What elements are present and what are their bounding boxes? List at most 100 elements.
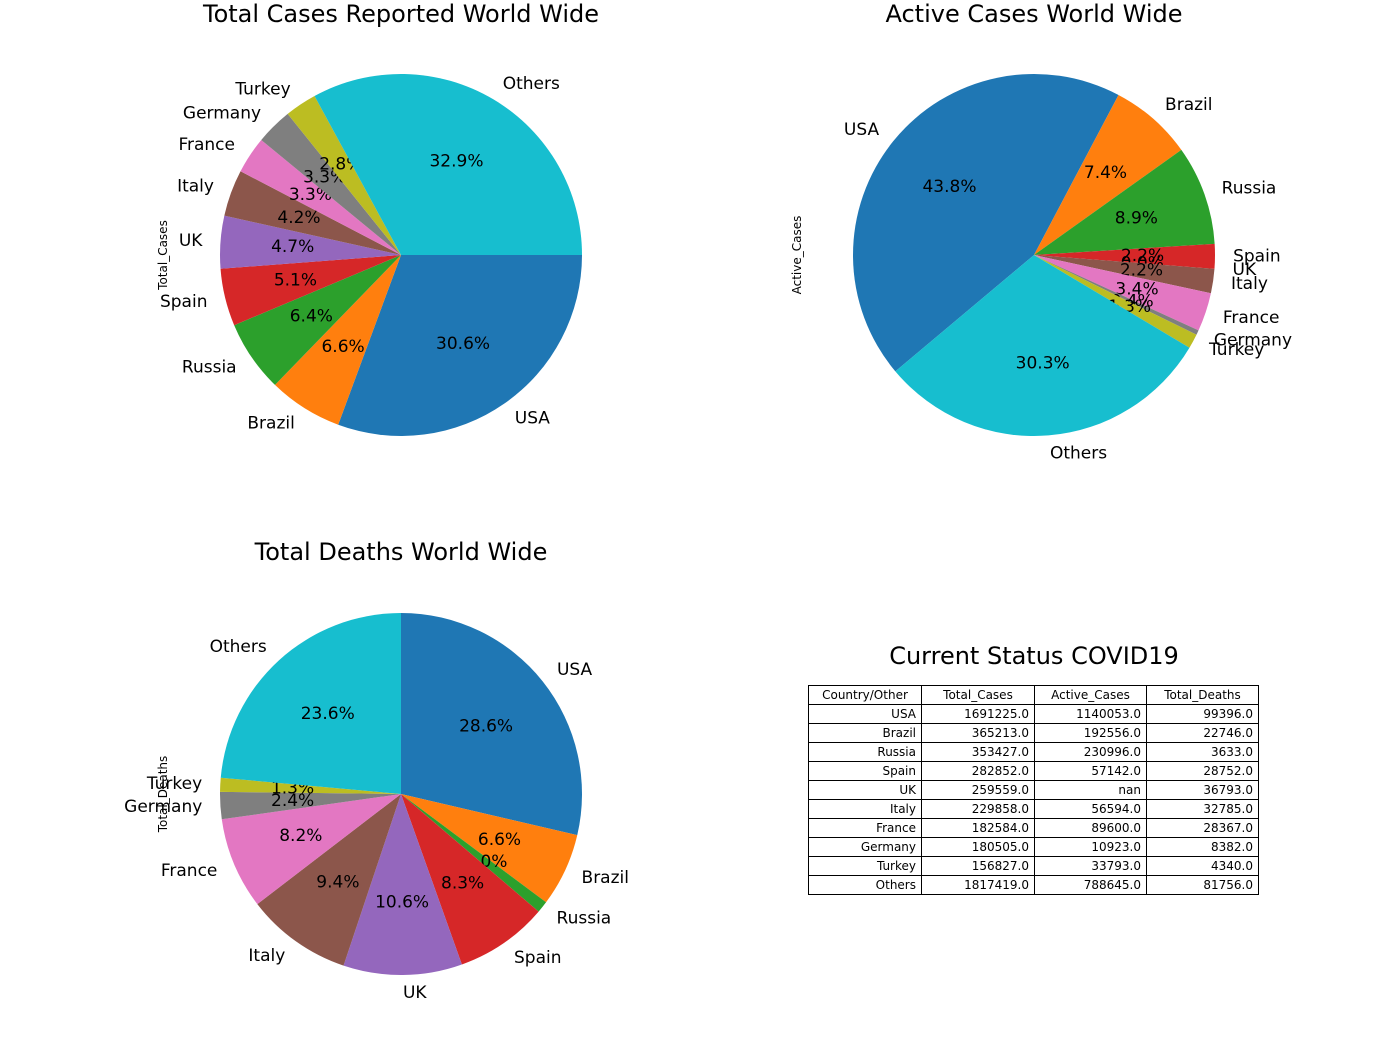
pie-slice-italy: [1034, 255, 1215, 294]
pct-label-russia: 6.4%: [290, 306, 333, 326]
pct-label-spain: 5.1%: [274, 271, 317, 291]
table-cell: 99396.0: [1146, 704, 1259, 724]
slice-label-italy: Italy: [1231, 274, 1268, 294]
pct-label-spain: 8.3%: [441, 873, 484, 893]
table-cell: 1817419.0: [921, 875, 1035, 895]
slice-label-others: Others: [503, 74, 560, 94]
table-cell: 4340.0: [1146, 856, 1259, 876]
status-table: Country/Other Total_Cases Active_Cases T…: [808, 685, 1259, 895]
table-cell: UK: [808, 780, 922, 800]
pct-label-brazil: 6.6%: [478, 830, 521, 850]
table-cell: USA: [808, 704, 922, 724]
table-cell: 57142.0: [1034, 761, 1147, 781]
slice-label-france: France: [161, 861, 218, 881]
slice-label-others: Others: [210, 637, 267, 657]
pct-label-france: 8.2%: [279, 826, 322, 846]
slice-label-spain: Spain: [1233, 246, 1281, 266]
slice-label-spain: Spain: [514, 948, 562, 968]
table-cell: 259559.0: [921, 780, 1035, 800]
pie-slice-france: [240, 139, 401, 255]
pie-slice-germany: [219, 791, 401, 820]
slice-label-usa: USA: [844, 120, 880, 140]
pie-slice-usa: [401, 613, 582, 836]
slice-label-spain: Spain: [160, 292, 208, 312]
table-cell: 28752.0: [1146, 761, 1259, 781]
table-row: Italy 229858.0 56594.0 32785.0: [808, 799, 1259, 819]
column-header: Total_Deaths: [1146, 685, 1259, 705]
pct-label-others: 32.9%: [429, 152, 483, 172]
pie-slice-brazil: [274, 255, 401, 425]
table-cell: 8382.0: [1146, 837, 1259, 857]
pie-slice-uk: [220, 215, 401, 269]
slice-label-germany: Germany: [1214, 330, 1292, 350]
pct-label-usa: 43.8%: [922, 177, 976, 197]
table-cell: 3633.0: [1146, 742, 1259, 762]
table-cell: 156827.0: [921, 856, 1035, 876]
table-cell: 32785.0: [1146, 799, 1259, 819]
table-title: Current Status COVID19: [889, 642, 1179, 670]
table-cell: 22746.0: [1146, 723, 1259, 743]
slice-label-russia: Russia: [1222, 178, 1277, 198]
pie-slice-usa: [338, 255, 582, 437]
column-header: Total_Cases: [921, 685, 1035, 705]
pie-slice-russia: [1034, 149, 1215, 255]
slice-label-usa: USA: [515, 408, 551, 428]
slice-label-italy: Italy: [248, 946, 285, 966]
pie-slice-italy: [224, 171, 401, 255]
table-row: Germany 180505.0 10923.0 8382.0: [808, 837, 1259, 857]
pct-label-spain: 2.2%: [1121, 246, 1164, 266]
table-cell: 56594.0: [1034, 799, 1147, 819]
column-header: Active_Cases: [1034, 685, 1147, 705]
table-row: UK 259559.0 nan 36793.0: [808, 780, 1259, 800]
table-cell: 365213.0: [921, 723, 1035, 743]
table-cell: 28367.0: [1146, 818, 1259, 838]
pie-slice-brazil: [1034, 94, 1182, 255]
pct-label-france: 3.4%: [1115, 279, 1158, 299]
pie-slice-spain: [401, 794, 539, 965]
slice-label-germany: Germany: [183, 103, 261, 123]
pct-label-italy: 4.2%: [277, 208, 320, 228]
chart-title-total-cases: Total Cases Reported World Wide: [202, 0, 600, 28]
slice-label-uk: UK: [179, 231, 203, 251]
table-cell: 182584.0: [921, 818, 1035, 838]
slice-label-uk: UK: [1233, 260, 1257, 280]
table-cell: 192556.0: [1034, 723, 1147, 743]
pct-label-uk: 10.6%: [375, 893, 429, 913]
pie-slice-turkey: [1034, 255, 1197, 348]
pie-slice-france: [221, 794, 401, 905]
pct-label-uk: 4.7%: [271, 237, 314, 257]
slice-label-italy: Italy: [177, 177, 214, 197]
pct-label-russia: 8.9%: [1115, 209, 1158, 229]
slice-label-brazil: Brazil: [582, 868, 629, 888]
table-cell: Russia: [808, 742, 922, 762]
slice-label-germany: Germany: [124, 797, 202, 817]
chart-title-total-deaths: Total Deaths World Wide: [254, 538, 548, 566]
pct-label-others: 30.3%: [1016, 353, 1070, 373]
pie-slice-spain: [1034, 243, 1215, 269]
pct-label-italy: 2.2%: [1120, 261, 1163, 281]
pie-slice-others: [220, 613, 401, 794]
slice-label-uk: UK: [403, 983, 427, 1003]
table-row: France 182584.0 89600.0 28367.0: [808, 818, 1259, 838]
table-header-row: Country/Other Total_Cases Active_Cases T…: [808, 685, 1259, 705]
table-cell: 282852.0: [921, 761, 1035, 781]
table-cell: Spain: [808, 761, 922, 781]
table-cell: 1691225.0: [921, 704, 1035, 724]
slice-label-turkey: Turkey: [146, 774, 202, 794]
table-cell: France: [808, 818, 922, 838]
pie-slice-russia: [234, 255, 401, 385]
pie-slice-uk: [343, 794, 462, 975]
pie-slice-italy: [257, 794, 401, 966]
slice-label-turkey: Turkey: [1208, 340, 1264, 360]
pct-label-brazil: 7.4%: [1084, 163, 1127, 183]
column-header: Country/Other: [808, 685, 922, 705]
table-cell: 229858.0: [921, 799, 1035, 819]
pct-label-italy: 9.4%: [316, 872, 359, 892]
table-cell: 230996.0: [1034, 742, 1147, 762]
table-cell: 1140053.0: [1034, 704, 1147, 724]
table-cell: 788645.0: [1034, 875, 1147, 895]
pie-slice-others: [314, 73, 582, 255]
